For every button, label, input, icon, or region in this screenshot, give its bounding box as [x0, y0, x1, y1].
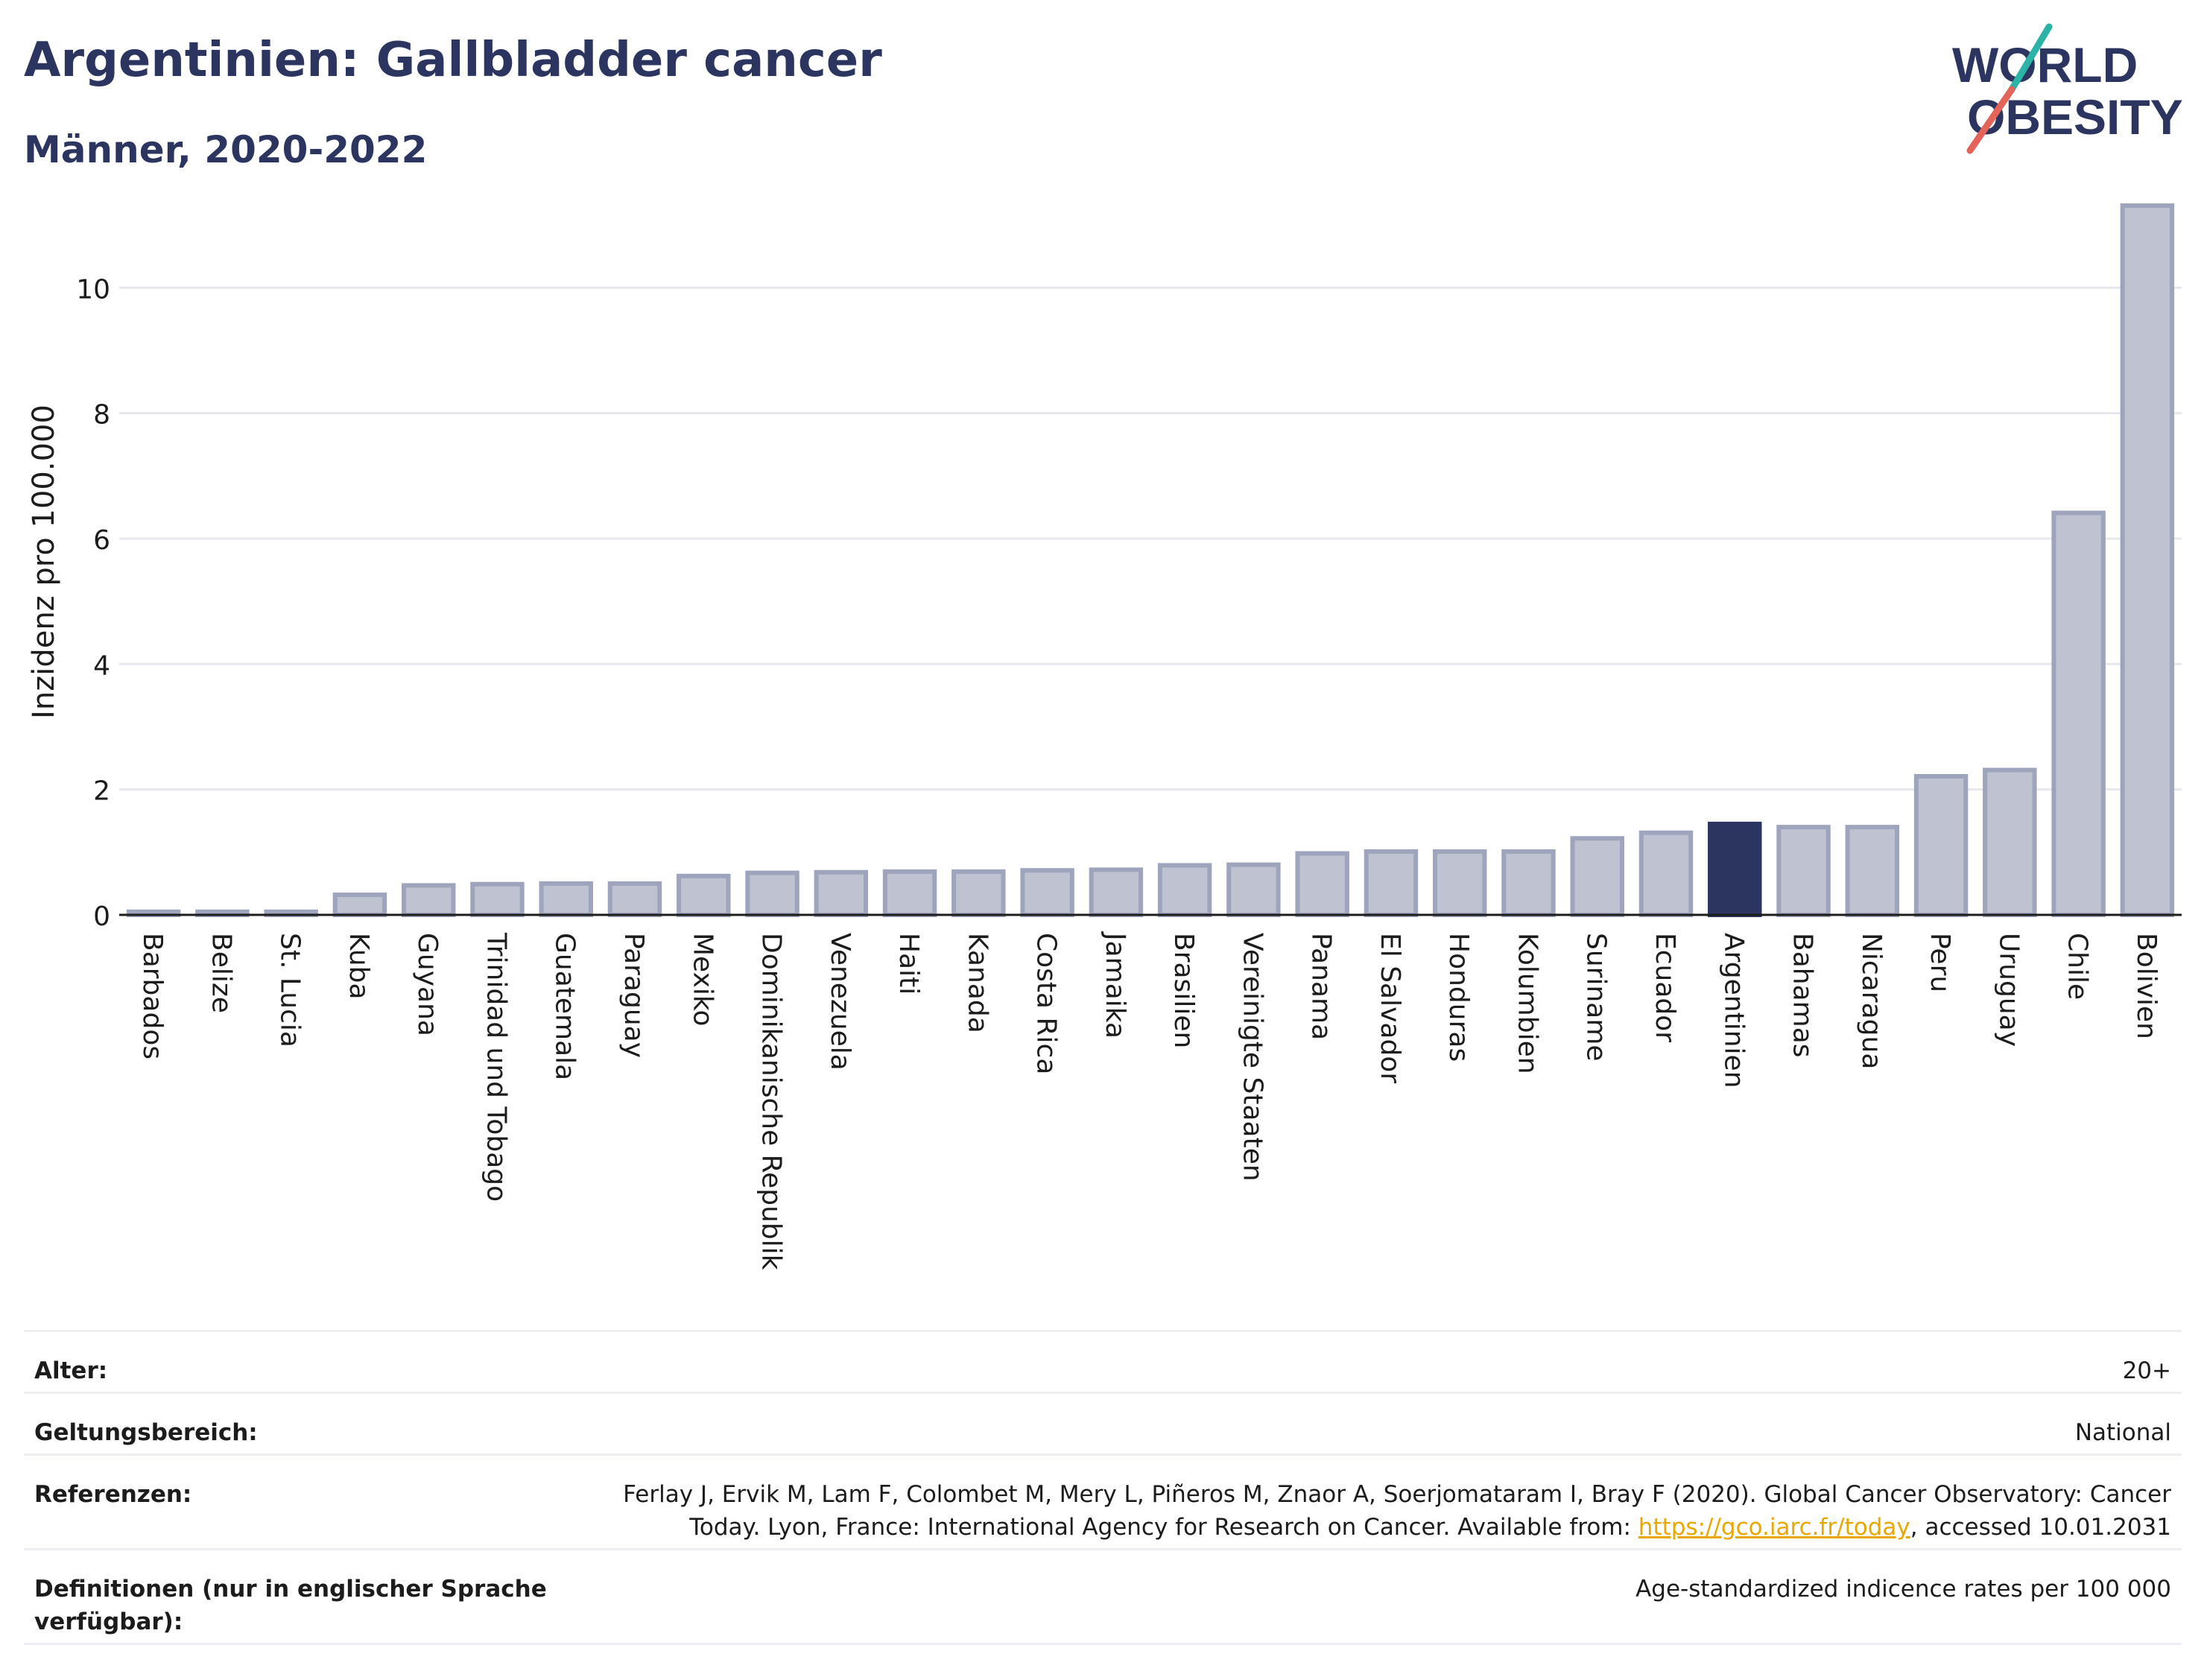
page-title: Argentinien: Gallbladder cancer [24, 33, 882, 88]
bar-honduras [1432, 849, 1487, 918]
world-obesity-logo: WORLD OBESITY [1952, 23, 2183, 154]
x-tick-label: Bolivien [2131, 933, 2162, 1039]
x-tick-label: Bahamas [1787, 933, 1818, 1058]
x-tick-label: El Salvador [1375, 933, 1405, 1083]
x-tick-label: Belize [206, 933, 236, 1013]
x-tick-label: Jamaika [1100, 931, 1130, 1039]
bar-argentinien [1708, 821, 1762, 918]
x-tick-label: Kuba [343, 933, 374, 1000]
bar-panama [1295, 851, 1349, 917]
bar-peru [1913, 773, 1969, 918]
logo-text-world: WORLD [1952, 37, 2138, 92]
x-tick-label: Guatemala [550, 933, 580, 1080]
logo-slash-top [2008, 23, 2053, 93]
x-tick-label: Argentinien [1718, 933, 1749, 1088]
x-tick-label: Honduras [1443, 933, 1474, 1062]
y-tick-label: 10 [76, 274, 110, 305]
x-tick-label: Peru [1925, 933, 1955, 992]
bar-brasilien [1157, 863, 1212, 917]
y-tick-label: 0 [93, 901, 110, 932]
x-tick-label: Paraguay [618, 933, 649, 1058]
bar-jamaika [1089, 867, 1144, 917]
y-tick-label: 4 [93, 650, 110, 681]
x-tick-label: Barbados [137, 933, 168, 1059]
meta-key-scope: Geltungsbereich: [34, 1419, 258, 1446]
bar-chile [2051, 510, 2106, 917]
x-tick-label: Venezuela [825, 933, 855, 1071]
x-tick-label: Vereinigte Staaten [1237, 933, 1267, 1182]
bar-ecuador [1638, 830, 1694, 917]
reference-accessed: , accessed 10.01.2031 [1910, 1514, 2171, 1541]
bar-suriname [1570, 836, 1624, 918]
bar-chart: 0 2 4 6 8 10 Inzidenz pro 100.000 Barbados Beliz… [27, 203, 2182, 1270]
x-tick-label: Kanada [962, 933, 992, 1033]
bar-haiti [882, 869, 937, 918]
page-subtitle: Männer, 2020-2022 [24, 128, 428, 171]
bar-uruguay [1983, 767, 2037, 917]
meta-value-references: Ferlay J, Ervik M, Lam F, Colombet M, Me… [607, 1478, 2171, 1544]
x-tick-label: Suriname [1581, 933, 1612, 1062]
meta-value-age: 20+ [2122, 1357, 2171, 1384]
x-tick-label: St. Lucia [275, 933, 305, 1047]
bar-nicaragua [1845, 825, 1900, 917]
y-tick-label: 6 [93, 525, 110, 556]
bar-mexiko [677, 873, 731, 917]
bar-el-salvador [1364, 849, 1419, 918]
bar-kanada [951, 869, 1006, 918]
x-tick-label: Panama [1306, 933, 1337, 1040]
bar-kolumbien [1501, 849, 1556, 918]
x-tick-label: Haiti [893, 933, 924, 995]
x-tick-label: Kolumbien [1512, 933, 1542, 1074]
bar-bahamas [1776, 825, 1831, 917]
bar-venezuela [814, 869, 869, 917]
meta-value-definitions: Age-standardized indicence rates per 100… [1635, 1576, 2171, 1603]
bar-trinidad-und-tobago [470, 881, 525, 917]
metadata-table: Alter: 20+ Geltungsbereich: National Ref… [24, 1330, 2182, 1645]
meta-row-scope: Geltungsbereich: National [24, 1392, 2182, 1454]
meta-row-definitions: Definitionen (nur in englischer Sprache … [24, 1548, 2182, 1645]
logo-slash-bottom [1966, 86, 2015, 154]
y-tick-label: 2 [93, 776, 110, 807]
reference-text: Ferlay J, Ervik M, Lam F, Colombet M, Me… [623, 1481, 2171, 1541]
x-tick-label: Chile [2062, 933, 2093, 1000]
x-tick-label: Ecuador [1650, 933, 1680, 1042]
bar-kuba [332, 893, 387, 917]
x-tick-label: Mexiko [687, 933, 718, 1026]
meta-key-definitions: Definitionen (nur in englischer Sprache … [34, 1576, 547, 1635]
x-tick-label: Guyana [412, 933, 443, 1036]
x-tick-label: Uruguay [1993, 933, 2024, 1047]
meta-key-references: Referenzen: [34, 1481, 192, 1508]
y-tick-label: 8 [93, 400, 110, 431]
bar-paraguay [607, 881, 662, 918]
bar-guyana [401, 883, 456, 917]
meta-value-scope: National [2074, 1419, 2171, 1446]
bar-vereinigte-staaten [1226, 862, 1281, 918]
meta-row-age: Alter: 20+ [24, 1330, 2182, 1392]
x-tick-label: Brasilien [1168, 933, 1199, 1048]
bar-bolivien [2120, 203, 2175, 917]
x-tick-label: Dominikanische Republik [756, 933, 787, 1270]
bar-dominikanische-republik [745, 870, 799, 918]
y-axis-label: Inzidenz pro 100.000 [27, 405, 61, 719]
x-tick-label: Nicaragua [1856, 933, 1887, 1069]
x-tick-label: Trinidad und Tobago [481, 932, 511, 1202]
reference-link[interactable]: https://gco.iarc.fr/today [1638, 1514, 1910, 1541]
bar-costa-rica [1020, 868, 1074, 918]
x-tick-label: Costa Rica [1031, 933, 1062, 1074]
bar-guatemala [539, 881, 593, 918]
meta-row-references: Referenzen: Ferlay J, Ervik M, Lam F, Co… [24, 1454, 2182, 1548]
meta-key-age: Alter: [34, 1357, 108, 1384]
